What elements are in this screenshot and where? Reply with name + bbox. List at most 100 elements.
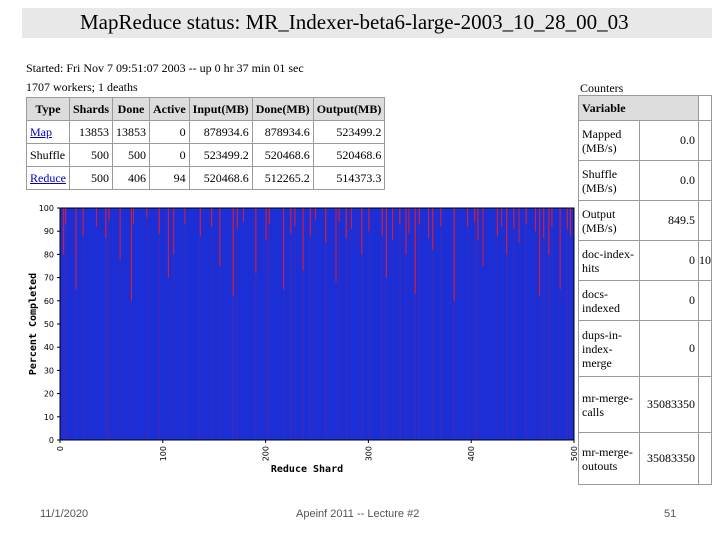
partial-shard-bar (105, 238, 107, 440)
completed-shard-bar (83, 208, 96, 440)
input-cell: 523499.2 (188, 143, 253, 167)
completed-shard-bar (244, 208, 256, 440)
counters-header-row: Variable (578, 95, 712, 121)
partial-shard-remaining (302, 208, 304, 271)
completed-shard-bar (468, 208, 475, 440)
counter-name: dups-in-index-merge (578, 320, 640, 377)
completed-shard-bar (406, 208, 409, 440)
partial-shard-remaining (432, 208, 434, 250)
partial-shard-remaining (75, 208, 77, 290)
partial-shard-remaining (290, 208, 292, 234)
counter-extra (698, 120, 712, 161)
active-cell: 0 (149, 143, 190, 167)
completed-shard-bar (106, 208, 109, 440)
counter-name: mr-merge-outouts (578, 432, 640, 485)
counter-value: 35083350 (639, 432, 699, 485)
partial-shard-remaining (108, 208, 110, 220)
partial-shard-remaining (242, 208, 245, 222)
reduce-link[interactable]: Reduce (30, 170, 66, 185)
counter-value: 35083350 (639, 376, 699, 433)
counter-value: 849.5 (639, 200, 699, 241)
page-title: MapReduce status: MR_Indexer-beta6-large… (80, 10, 629, 34)
completed-shard-bar (266, 208, 269, 440)
completed-shard-bar (552, 208, 560, 440)
completed-shard-bar (310, 208, 315, 440)
counter-row: doc-index-hits 0 10 (578, 240, 712, 281)
y-tick-label: 40 (44, 343, 54, 352)
partial-shard-remaining (63, 208, 65, 255)
partial-shard-remaining (534, 208, 536, 232)
completed-shard-bar (502, 208, 507, 440)
partial-shard-remaining (467, 208, 469, 227)
completed-shard-bar (526, 208, 535, 440)
map-link[interactable]: Map (30, 124, 52, 139)
footer-date: 11/1/2020 (40, 508, 89, 520)
completed-shard-bar (475, 208, 478, 440)
completed-shard-bar (76, 208, 83, 440)
partial-shard-remaining (428, 208, 430, 239)
partial-shard-remaining (294, 208, 296, 227)
partial-shard-bar (95, 226, 98, 440)
completed-shard-bar (159, 208, 168, 440)
partial-shard-bar (294, 226, 296, 440)
partial-shard-remaining (368, 208, 370, 232)
partial-shard-remaining (392, 208, 394, 241)
done-mb-cell: 520468.6 (251, 143, 314, 167)
input-cell: 878934.6 (188, 120, 253, 144)
col-type: Type (26, 97, 70, 121)
partial-shard-remaining (381, 208, 383, 236)
partial-shard-remaining (105, 208, 107, 239)
partial-shard-remaining (325, 208, 327, 243)
completed-shard-bar (336, 208, 339, 440)
completed-shard-bar (212, 208, 220, 440)
completed-shard-bar (570, 208, 574, 440)
counter-row: Output (MB/s) 849.5 (578, 200, 712, 241)
partial-shard-bar (338, 221, 340, 440)
completed-shard-bar (549, 208, 552, 440)
completed-shard-bar (185, 208, 200, 440)
output-cell: 520468.6 (312, 143, 386, 167)
completed-shard-bar (351, 208, 362, 440)
completed-shard-bar (369, 208, 382, 440)
completed-shard-bar (291, 208, 295, 440)
partial-shard-bar (283, 289, 285, 440)
partial-shard-remaining (309, 208, 311, 236)
completed-shard-bar (303, 208, 310, 440)
completed-shard-bar (535, 208, 540, 440)
partial-shard-bar (399, 224, 401, 440)
partial-shard-remaining (453, 208, 455, 301)
counter-extra (698, 320, 712, 377)
partial-shard-bar (242, 221, 245, 440)
partial-shard-remaining (477, 208, 479, 241)
completed-shard-bar (483, 208, 497, 440)
output-cell: 514373.3 (312, 166, 386, 190)
completed-shard-bar (507, 208, 514, 440)
partial-shard-remaining (350, 208, 352, 229)
counter-name: Output (MB/s) (578, 200, 640, 241)
completed-shard-bar (315, 208, 326, 440)
partial-shard-bar (385, 277, 387, 440)
partial-shard-bar (414, 293, 416, 440)
type-cell: Shuffle (26, 143, 70, 167)
completed-shard-bar (519, 208, 526, 440)
partial-shard-bar (453, 300, 455, 440)
col-done-mb: Done(MB) (251, 97, 314, 121)
completed-shard-bar (66, 208, 76, 440)
done-cell: 406 (112, 166, 151, 190)
completed-shard-bar (478, 208, 483, 440)
completed-shard-bar (400, 208, 406, 440)
partial-shard-remaining (506, 208, 508, 255)
counter-row: Mapped (MB/s) 0.0 (578, 120, 712, 161)
shards-cell: 13853 (68, 120, 114, 144)
partial-shard-remaining (414, 208, 416, 294)
y-tick-label: 60 (44, 297, 54, 306)
y-tick-label: 100 (39, 204, 54, 213)
partial-shard-bar (211, 226, 213, 440)
partial-shard-bar (525, 224, 527, 440)
x-tick-label: 200 (262, 446, 271, 461)
completed-shard-bar (540, 208, 544, 440)
partial-shard-bar (65, 224, 67, 440)
partial-shard-bar (199, 235, 201, 440)
completed-shard-bar (269, 208, 284, 440)
counter-extra: 10 (698, 240, 712, 281)
